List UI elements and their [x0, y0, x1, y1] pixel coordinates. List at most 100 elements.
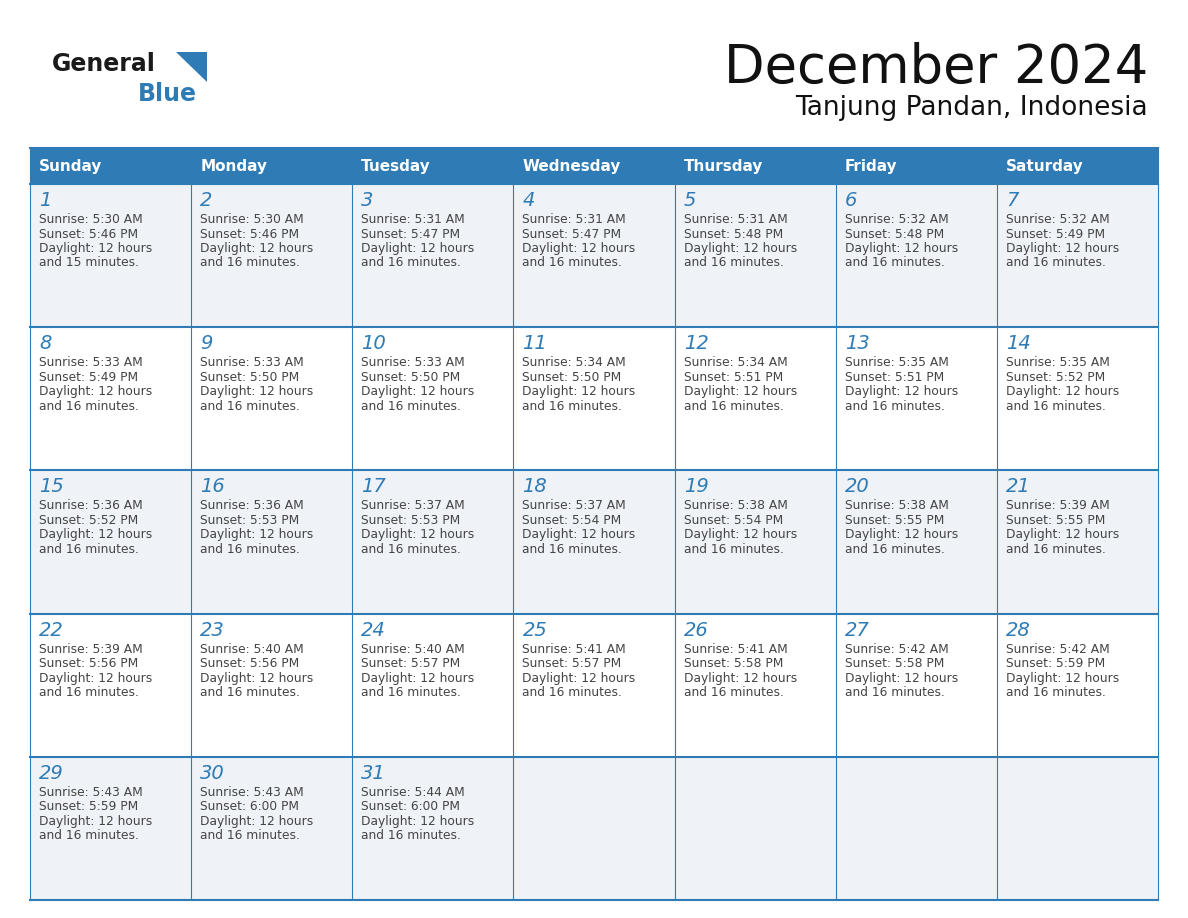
Text: 7: 7	[1006, 191, 1018, 210]
Text: Sunset: 5:59 PM: Sunset: 5:59 PM	[39, 800, 138, 813]
Text: Monday: Monday	[200, 159, 267, 174]
Text: Sunset: 5:58 PM: Sunset: 5:58 PM	[845, 657, 944, 670]
Bar	[835, 470, 997, 613]
Text: Sunset: 5:50 PM: Sunset: 5:50 PM	[361, 371, 461, 384]
Text: Sunrise: 5:39 AM: Sunrise: 5:39 AM	[39, 643, 143, 655]
Text: 11: 11	[523, 334, 548, 353]
Bar	[835, 184, 997, 327]
Text: and 16 minutes.: and 16 minutes.	[845, 399, 944, 413]
Text: and 16 minutes.: and 16 minutes.	[683, 256, 783, 270]
Text: and 16 minutes.: and 16 minutes.	[200, 543, 301, 556]
Text: Sunrise: 5:38 AM: Sunrise: 5:38 AM	[845, 499, 948, 512]
Text: and 16 minutes.: and 16 minutes.	[361, 829, 461, 843]
Text: Sunrise: 5:42 AM: Sunrise: 5:42 AM	[845, 643, 948, 655]
Text: and 16 minutes.: and 16 minutes.	[200, 256, 301, 270]
Text: Daylight: 12 hours: Daylight: 12 hours	[200, 529, 314, 542]
Text: Daylight: 12 hours: Daylight: 12 hours	[1006, 386, 1119, 398]
Text: Sunrise: 5:31 AM: Sunrise: 5:31 AM	[683, 213, 788, 226]
Text: and 16 minutes.: and 16 minutes.	[845, 256, 944, 270]
Text: Sunrise: 5:40 AM: Sunrise: 5:40 AM	[200, 643, 304, 655]
Text: and 16 minutes.: and 16 minutes.	[200, 829, 301, 843]
Bar	[513, 756, 675, 900]
Text: Sunrise: 5:35 AM: Sunrise: 5:35 AM	[845, 356, 948, 369]
Text: Sunrise: 5:37 AM: Sunrise: 5:37 AM	[361, 499, 465, 512]
Text: 17: 17	[361, 477, 386, 497]
Bar	[30, 756, 191, 900]
Text: Daylight: 12 hours: Daylight: 12 hours	[845, 386, 958, 398]
Text: Sunrise: 5:36 AM: Sunrise: 5:36 AM	[39, 499, 143, 512]
Text: Sunset: 5:51 PM: Sunset: 5:51 PM	[683, 371, 783, 384]
Text: Sunset: 6:00 PM: Sunset: 6:00 PM	[200, 800, 299, 813]
Text: Sunset: 5:54 PM: Sunset: 5:54 PM	[683, 514, 783, 527]
Text: Sunrise: 5:42 AM: Sunrise: 5:42 AM	[1006, 643, 1110, 655]
Text: Daylight: 12 hours: Daylight: 12 hours	[845, 529, 958, 542]
Text: and 16 minutes.: and 16 minutes.	[39, 829, 139, 843]
Text: Sunrise: 5:36 AM: Sunrise: 5:36 AM	[200, 499, 304, 512]
Bar	[835, 756, 997, 900]
Text: Daylight: 12 hours: Daylight: 12 hours	[523, 529, 636, 542]
Text: and 16 minutes.: and 16 minutes.	[361, 256, 461, 270]
Bar	[191, 756, 353, 900]
Text: Sunrise: 5:35 AM: Sunrise: 5:35 AM	[1006, 356, 1110, 369]
Text: 25: 25	[523, 621, 548, 640]
Text: 12: 12	[683, 334, 708, 353]
Text: Sunset: 5:53 PM: Sunset: 5:53 PM	[200, 514, 299, 527]
Text: Sunset: 5:57 PM: Sunset: 5:57 PM	[361, 657, 461, 670]
Text: Tanjung Pandan, Indonesia: Tanjung Pandan, Indonesia	[796, 95, 1148, 121]
Text: Daylight: 12 hours: Daylight: 12 hours	[523, 672, 636, 685]
Text: Daylight: 12 hours: Daylight: 12 hours	[523, 386, 636, 398]
Text: Sunset: 5:55 PM: Sunset: 5:55 PM	[1006, 514, 1105, 527]
Text: Daylight: 12 hours: Daylight: 12 hours	[683, 529, 797, 542]
Text: Sunrise: 5:34 AM: Sunrise: 5:34 AM	[683, 356, 788, 369]
Text: Sunset: 5:48 PM: Sunset: 5:48 PM	[683, 228, 783, 241]
Text: and 16 minutes.: and 16 minutes.	[1006, 256, 1106, 270]
Text: Daylight: 12 hours: Daylight: 12 hours	[200, 242, 314, 255]
Text: Sunrise: 5:33 AM: Sunrise: 5:33 AM	[39, 356, 143, 369]
Text: 8: 8	[39, 334, 51, 353]
Text: Daylight: 12 hours: Daylight: 12 hours	[683, 242, 797, 255]
Text: Daylight: 12 hours: Daylight: 12 hours	[361, 815, 474, 828]
Text: Sunset: 5:59 PM: Sunset: 5:59 PM	[1006, 657, 1105, 670]
Text: Wednesday: Wednesday	[523, 159, 621, 174]
Bar	[191, 613, 353, 756]
Bar	[30, 470, 191, 613]
Bar	[997, 470, 1158, 613]
Text: Sunday: Sunday	[39, 159, 102, 174]
Text: Sunrise: 5:30 AM: Sunrise: 5:30 AM	[200, 213, 304, 226]
Text: Daylight: 12 hours: Daylight: 12 hours	[845, 242, 958, 255]
Text: 28: 28	[1006, 621, 1031, 640]
Text: 16: 16	[200, 477, 225, 497]
Text: and 16 minutes.: and 16 minutes.	[200, 399, 301, 413]
Text: Sunset: 5:46 PM: Sunset: 5:46 PM	[200, 228, 299, 241]
Bar	[835, 148, 997, 184]
Text: and 16 minutes.: and 16 minutes.	[361, 543, 461, 556]
Bar	[353, 148, 513, 184]
Text: Sunset: 5:53 PM: Sunset: 5:53 PM	[361, 514, 461, 527]
Text: Sunset: 5:47 PM: Sunset: 5:47 PM	[523, 228, 621, 241]
Bar	[30, 327, 191, 470]
Text: 4: 4	[523, 191, 535, 210]
Text: Sunrise: 5:43 AM: Sunrise: 5:43 AM	[39, 786, 143, 799]
Text: and 16 minutes.: and 16 minutes.	[361, 686, 461, 700]
Text: and 16 minutes.: and 16 minutes.	[39, 686, 139, 700]
Text: Sunrise: 5:34 AM: Sunrise: 5:34 AM	[523, 356, 626, 369]
Text: Daylight: 12 hours: Daylight: 12 hours	[39, 672, 152, 685]
Text: December 2024: December 2024	[723, 42, 1148, 94]
Text: 6: 6	[845, 191, 857, 210]
Text: Sunset: 5:57 PM: Sunset: 5:57 PM	[523, 657, 621, 670]
Text: Sunset: 5:56 PM: Sunset: 5:56 PM	[39, 657, 138, 670]
Text: Daylight: 12 hours: Daylight: 12 hours	[683, 672, 797, 685]
Bar	[191, 470, 353, 613]
Text: 19: 19	[683, 477, 708, 497]
Text: 31: 31	[361, 764, 386, 783]
Bar	[513, 327, 675, 470]
Bar	[353, 470, 513, 613]
Text: Daylight: 12 hours: Daylight: 12 hours	[39, 815, 152, 828]
Text: 27: 27	[845, 621, 870, 640]
Bar	[997, 148, 1158, 184]
Text: Daylight: 12 hours: Daylight: 12 hours	[1006, 672, 1119, 685]
Text: Daylight: 12 hours: Daylight: 12 hours	[361, 672, 474, 685]
Text: Daylight: 12 hours: Daylight: 12 hours	[1006, 529, 1119, 542]
Text: Thursday: Thursday	[683, 159, 763, 174]
Text: Daylight: 12 hours: Daylight: 12 hours	[200, 386, 314, 398]
